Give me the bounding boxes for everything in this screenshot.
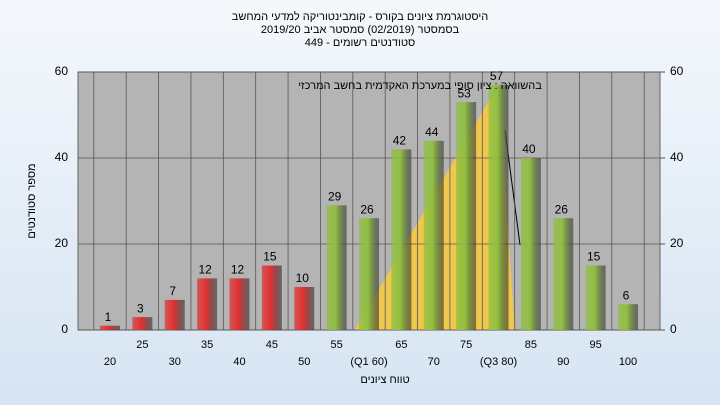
value-label: 26 xyxy=(555,202,569,216)
bar xyxy=(261,265,282,330)
annotation: בהשוואה : ציון סופי במערכת האקדמית בחשב … xyxy=(298,80,542,92)
x-axis-label: טווח ציונים xyxy=(360,374,409,386)
bar xyxy=(488,84,509,331)
x-tick-label: 100 xyxy=(619,356,637,368)
y2-tick-label: 40 xyxy=(670,150,684,164)
chart-subtitle: סטודנטים רשומים - 449 xyxy=(305,37,416,49)
y-axis-label: מספר סטודנטים xyxy=(26,163,38,238)
y2-tick-label: 60 xyxy=(670,64,684,78)
value-label: 15 xyxy=(587,250,601,264)
bar xyxy=(520,158,541,330)
x-tick-label: 25 xyxy=(136,339,148,351)
value-label: 40 xyxy=(522,142,536,156)
x-tick-label: 90 xyxy=(557,356,569,368)
bar xyxy=(132,317,153,330)
y-tick-label: 40 xyxy=(55,150,69,164)
x-tick-label: 55 xyxy=(331,339,343,351)
x-tick-label: 75 xyxy=(460,339,472,351)
x-tick-label: 30 xyxy=(169,356,181,368)
x-tick-label: (Q1 60) xyxy=(350,356,387,368)
y-tick-label: 0 xyxy=(61,322,68,336)
x-tick-label: 40 xyxy=(233,356,245,368)
value-label: 44 xyxy=(425,125,439,139)
y-tick-label: 60 xyxy=(55,64,69,78)
value-label: 15 xyxy=(263,250,277,264)
bar xyxy=(359,218,379,330)
bar xyxy=(391,149,412,330)
bar xyxy=(100,325,120,330)
bar xyxy=(456,102,477,330)
value-label: 6 xyxy=(623,288,630,302)
x-tick-label: 20 xyxy=(104,356,116,368)
y2-tick-label: 0 xyxy=(670,322,677,336)
value-label: 26 xyxy=(360,202,374,216)
value-label: 10 xyxy=(296,271,310,285)
bar xyxy=(294,287,315,330)
y-tick-label: 20 xyxy=(55,236,69,250)
bar xyxy=(618,304,638,330)
x-tick-label: (Q3 80) xyxy=(480,356,517,368)
value-label: 7 xyxy=(169,284,176,298)
chart-subtitle: בסמסטר (02/2019) סמסטר אביב 2019/20 xyxy=(261,24,460,36)
x-tick-label: 85 xyxy=(525,339,537,351)
value-label: 53 xyxy=(457,86,471,100)
value-label: 12 xyxy=(198,263,212,277)
value-label: 1 xyxy=(105,310,112,324)
y2-tick-label: 20 xyxy=(670,236,684,250)
x-tick-label: 95 xyxy=(590,339,602,351)
bar xyxy=(197,278,218,330)
x-tick-label: 45 xyxy=(266,339,278,351)
bar xyxy=(229,278,250,330)
value-label: 29 xyxy=(328,189,342,203)
value-label: 57 xyxy=(490,69,504,83)
x-tick-label: 65 xyxy=(395,339,407,351)
value-label: 12 xyxy=(231,263,245,277)
bar xyxy=(164,299,185,330)
bar xyxy=(423,140,444,330)
x-tick-label: 50 xyxy=(298,356,310,368)
chart-title: היסטוגרמת ציונים בקורס - קומבינטוריקה למ… xyxy=(232,10,489,23)
x-tick-label: 70 xyxy=(428,356,440,368)
value-label: 3 xyxy=(137,301,144,315)
bar xyxy=(326,205,347,330)
value-label: 42 xyxy=(393,134,407,148)
x-tick-label: 35 xyxy=(201,339,213,351)
bar xyxy=(585,265,606,330)
bar xyxy=(553,218,574,330)
